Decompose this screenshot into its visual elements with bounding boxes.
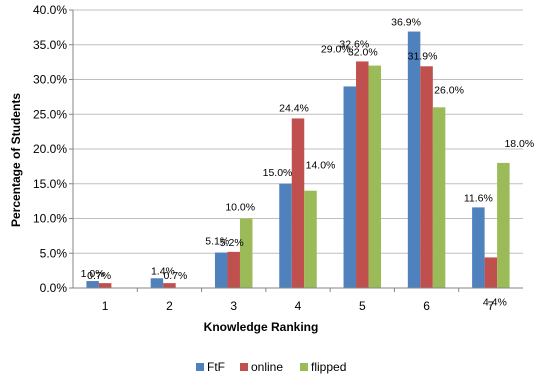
x-tick-labels: 1 2 3 4 5 6 7 <box>102 299 495 313</box>
bar-online-5 <box>356 61 369 289</box>
data-label: 5.2% <box>220 237 244 249</box>
bar-FtF-6 <box>407 31 421 288</box>
x-tick-label: 6 <box>423 299 430 313</box>
legend-label: flipped <box>311 360 346 374</box>
bar-flipped-4 <box>304 190 317 288</box>
bar-online-4 <box>291 118 305 288</box>
data-label: 10.0% <box>225 202 255 214</box>
y-tick-label: 10.0% <box>33 212 67 226</box>
data-label: 14.0% <box>306 160 336 172</box>
data-label: 1.4% <box>151 265 175 277</box>
legend-swatch-flipped <box>300 363 308 371</box>
data-label: 26.0% <box>434 84 464 96</box>
bar-online-1 <box>98 283 112 288</box>
bar-FtF-1 <box>86 281 99 288</box>
data-label: 31.9% <box>408 50 438 62</box>
x-tick-label: 1 <box>102 299 109 313</box>
bar-online-2 <box>163 283 176 288</box>
data-label: 32.6% <box>339 38 369 50</box>
bar-FtF-4 <box>279 183 292 288</box>
x-tick-label: 5 <box>359 299 366 313</box>
y-tick-label: 0.0% <box>40 281 68 295</box>
y-tick-label: 35.0% <box>33 38 67 52</box>
y-tick-label: 5.0% <box>40 246 68 260</box>
data-label: 24.4% <box>279 102 309 114</box>
data-label: 29.0% <box>321 43 351 55</box>
x-tick-label: 2 <box>166 299 173 313</box>
bar-flipped-6 <box>432 107 446 288</box>
bar-online-6 <box>420 66 433 288</box>
data-label: 0.7% <box>87 270 111 282</box>
bars-group <box>86 31 510 289</box>
x-tick-label: 3 <box>230 299 237 313</box>
x-tick-label: 4 <box>295 299 302 313</box>
y-tick-label: 15.0% <box>33 177 67 191</box>
y-tick-label: 20.0% <box>33 142 67 156</box>
data-label: 0.7% <box>163 270 187 282</box>
data-label: 15.0% <box>263 167 293 179</box>
legend-label: online <box>251 360 283 374</box>
bar-online-3 <box>227 251 240 288</box>
data-label: 11.6% <box>464 192 493 204</box>
x-tick-label: 7 <box>488 299 495 313</box>
data-label: 4.4% <box>483 296 507 308</box>
legend: FtF online flipped <box>196 360 346 374</box>
bar-flipped-7 <box>497 162 510 288</box>
data-label: 5.1% <box>205 236 229 248</box>
data-label: 32.0% <box>348 47 378 59</box>
legend-swatch-FtF <box>196 363 204 371</box>
x-axis-title: Knowledge Ranking <box>204 320 319 334</box>
bar-FtF-2 <box>150 278 164 288</box>
y-tick-label: 25.0% <box>33 107 67 121</box>
axes <box>72 10 523 292</box>
bar-FtF-7 <box>472 207 485 288</box>
y-tick-label: 40.0% <box>33 3 67 17</box>
y-tick-label: 30.0% <box>33 73 67 87</box>
data-label: 36.9% <box>391 17 421 29</box>
bar-online-7 <box>484 257 498 288</box>
data-label: 18.0% <box>504 138 534 150</box>
bar-flipped-3 <box>239 218 253 288</box>
bar-FtF-5 <box>343 86 357 288</box>
y-axis-title: Percentage of Students <box>9 93 23 227</box>
bar-flipped-5 <box>368 65 382 288</box>
legend-swatch-online <box>240 363 248 371</box>
y-tick-labels: 0.0% 5.0% 10.0% 15.0% 20.0% 25.0% 30.0% 35.0% 40… <box>33 3 67 295</box>
legend-label: FtF <box>207 360 225 374</box>
bar-FtF-3 <box>214 252 228 288</box>
data-labels: 1.0%0.7% 1.4%0.7%5.1%5.2%10.0%15.0%24.4%1… <box>81 17 535 309</box>
data-label: 1.0% <box>81 268 105 280</box>
